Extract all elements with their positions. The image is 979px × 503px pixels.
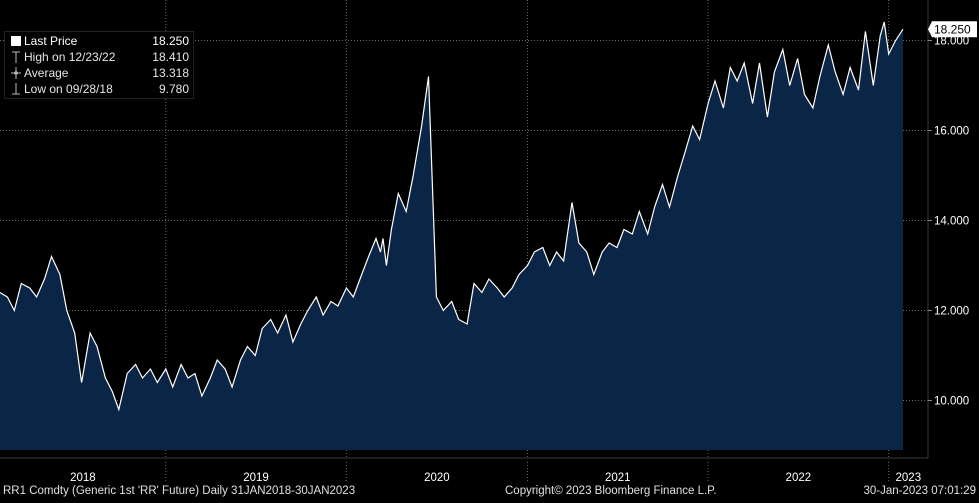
- legend-last-price-label: Last Price: [24, 34, 78, 48]
- legend-low-value: 9.780: [158, 82, 189, 96]
- x-tick-label: 2022: [786, 472, 812, 484]
- y-tick-label: 12.000: [934, 306, 969, 318]
- average-marker-icon: [11, 67, 21, 79]
- x-tick-label: 2018: [70, 472, 96, 484]
- last-price-swatch-icon: [11, 35, 21, 47]
- legend-row-low: Low on 09/28/18 9.780: [5, 81, 193, 97]
- legend-row-high: High on 12/23/22 18.410: [5, 49, 193, 65]
- price-line: [0, 21, 904, 412]
- legend-low-label: Low on 09/28/18: [24, 82, 113, 96]
- last-price-tag-text: 18.250: [934, 22, 971, 36]
- y-tick-label: 18.000: [934, 36, 969, 48]
- last-price-tag: 18.250: [928, 21, 977, 38]
- legend-average-value: 13.318: [152, 66, 189, 80]
- legend-row-average: Average 13.318: [5, 65, 193, 81]
- y-axis-ticks: 10.000 12.000 14.000 16.000 18.000: [928, 36, 969, 408]
- legend-high-label: High on 12/23/22: [24, 50, 116, 64]
- footer-copyright: Copyright© 2023 Bloomberg Finance L.P.: [505, 485, 717, 497]
- footer-ticker-description: RR1 Comdty (Generic 1st 'RR' Future) Dai…: [3, 485, 356, 497]
- legend-row-last-price: Last Price 18.250: [5, 33, 193, 49]
- legend-last-price-value: 18.250: [152, 34, 189, 48]
- x-tick-label: 2023: [896, 472, 922, 484]
- price-area-fill: [0, 22, 903, 450]
- low-marker-icon: [11, 83, 21, 95]
- legend-high-value: 18.410: [152, 50, 189, 64]
- y-tick-label: 10.000: [934, 396, 969, 408]
- legend-average-label: Average: [24, 66, 69, 80]
- x-tick-label: 2021: [605, 472, 631, 484]
- y-tick-label: 14.000: [934, 216, 969, 228]
- y-tick-label: 16.000: [934, 126, 969, 138]
- x-tick-label: 2019: [243, 472, 269, 484]
- legend-box: Last Price 18.250 High on 12/23/22 18.41…: [4, 31, 194, 99]
- footer-timestamp: 30-Jan-2023 07:01:29: [863, 485, 976, 497]
- x-axis-ticks: 2018 2019 2020 2021 2022 2023: [70, 462, 921, 484]
- x-tick-label: 2020: [424, 472, 450, 484]
- high-marker-icon: [11, 51, 21, 63]
